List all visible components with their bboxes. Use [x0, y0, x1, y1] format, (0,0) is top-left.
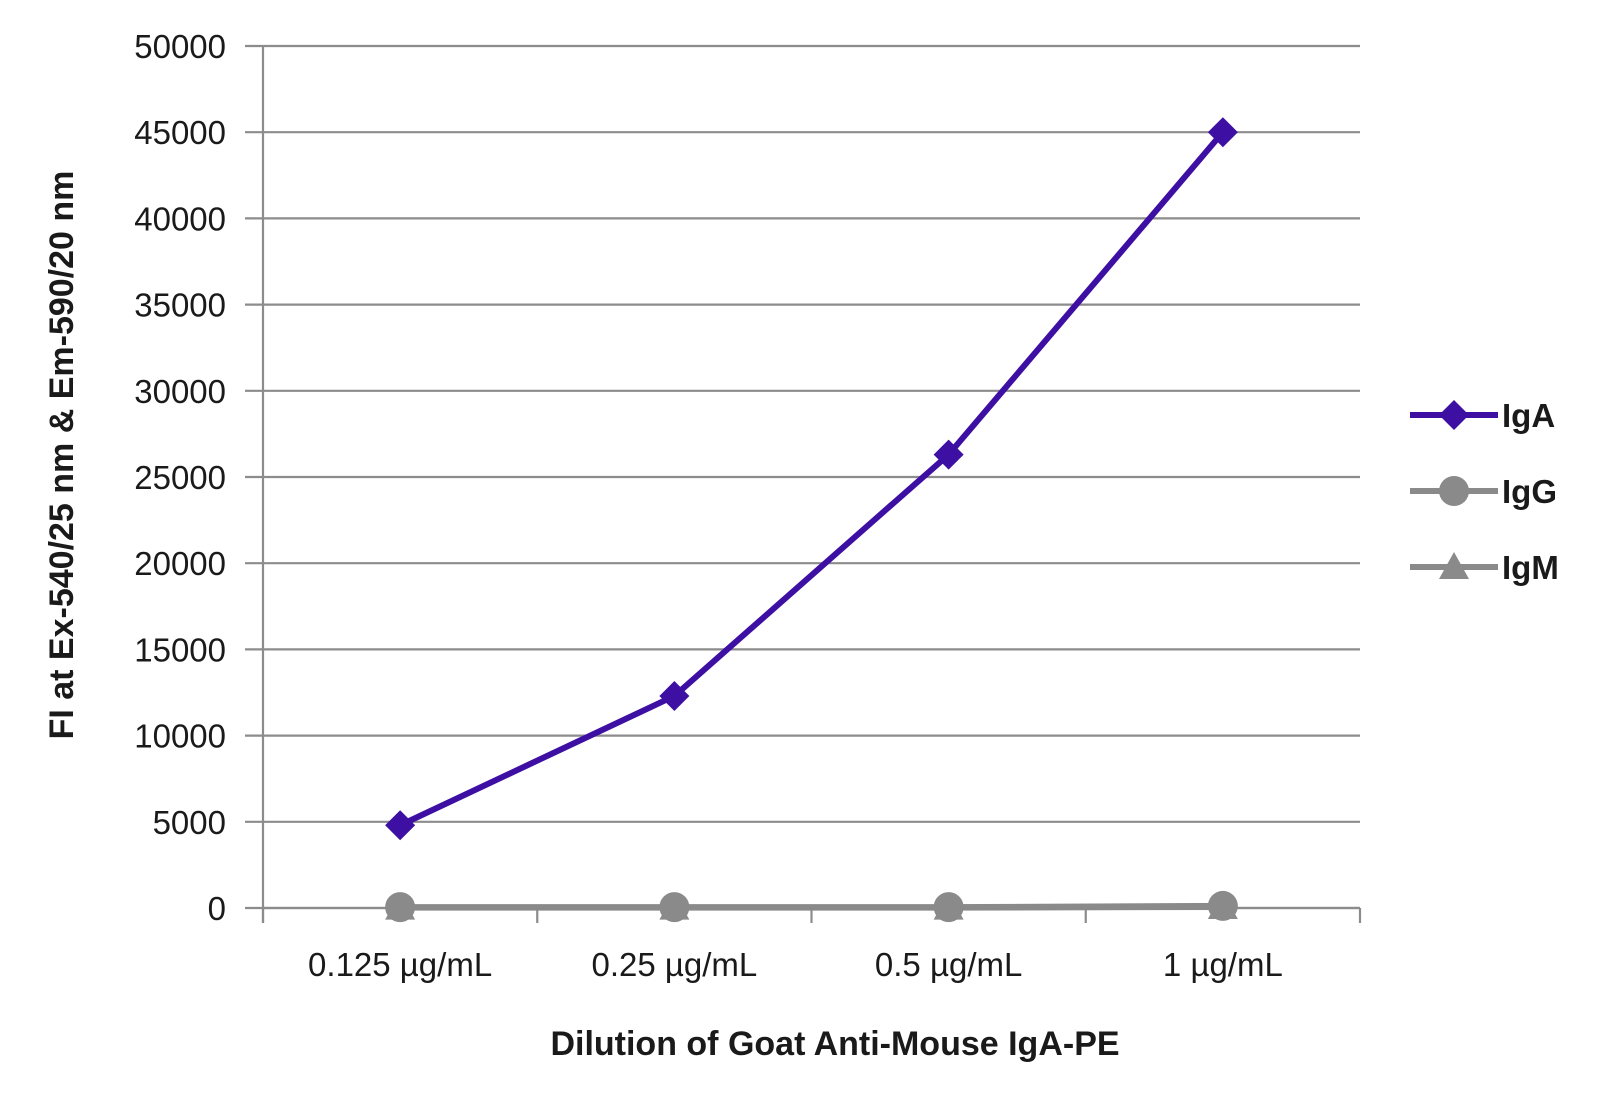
- legend-label: IgM: [1502, 549, 1559, 586]
- y-tick-label: 0: [208, 890, 226, 927]
- y-tick-label: 20000: [134, 545, 226, 582]
- legend-item-iga: IgA: [1410, 397, 1555, 434]
- legend-item-igg: IgG: [1410, 473, 1557, 510]
- y-tick-label: 30000: [134, 373, 226, 410]
- series-iga: [385, 117, 1238, 841]
- series-igg: [385, 890, 1238, 923]
- x-tick-label: 0.25 µg/mL: [591, 946, 757, 983]
- x-axis-title: Dilution of Goat Anti-Mouse IgA-PE: [550, 1025, 1119, 1063]
- y-tick-label: 45000: [134, 114, 226, 151]
- legend: IgA IgG IgM: [1410, 397, 1559, 586]
- y-tick-label: 50000: [134, 28, 226, 65]
- y-tick-label: 5000: [153, 804, 226, 841]
- y-axis-title: FI at Ex-540/25 nm & Em-590/20 nm: [43, 171, 81, 740]
- legend-label: IgA: [1502, 397, 1555, 434]
- data-point: [385, 892, 416, 923]
- gridlines: [245, 44, 1360, 910]
- legend-marker: [1439, 476, 1469, 506]
- data-point: [1207, 117, 1238, 148]
- data-point: [933, 439, 964, 470]
- x-tick-label: 0.5 µg/mL: [875, 946, 1022, 983]
- legend-label: IgG: [1502, 473, 1557, 510]
- legend-marker: [1439, 400, 1469, 430]
- y-tick-label: 40000: [134, 200, 226, 237]
- x-tick-labels: 0.125 µg/mL 0.25 µg/mL 0.5 µg/mL 1 µg/mL: [308, 946, 1283, 983]
- x-tick-label: 1 µg/mL: [1163, 946, 1283, 983]
- y-tick-labels: 0 5000 10000 15000 20000 25000 30000 35000 40000…: [134, 28, 226, 927]
- series-line: [398, 130, 1226, 828]
- series-line: [400, 902, 1223, 911]
- legend-marker: [1439, 552, 1469, 579]
- x-tick-label: 0.125 µg/mL: [308, 946, 492, 983]
- legend-item-igm: IgM: [1410, 549, 1559, 586]
- data-point: [659, 680, 690, 711]
- y-tick-label: 15000: [134, 631, 226, 668]
- data-point: [933, 892, 964, 923]
- series: [385, 117, 1238, 923]
- data-point: [659, 892, 690, 923]
- y-tick-label: 10000: [134, 718, 226, 755]
- y-tick-label: 25000: [134, 459, 226, 496]
- axes: [261, 46, 1362, 923]
- y-tick-label: 35000: [134, 287, 226, 324]
- data-point: [1207, 890, 1238, 921]
- data-point: [385, 810, 416, 841]
